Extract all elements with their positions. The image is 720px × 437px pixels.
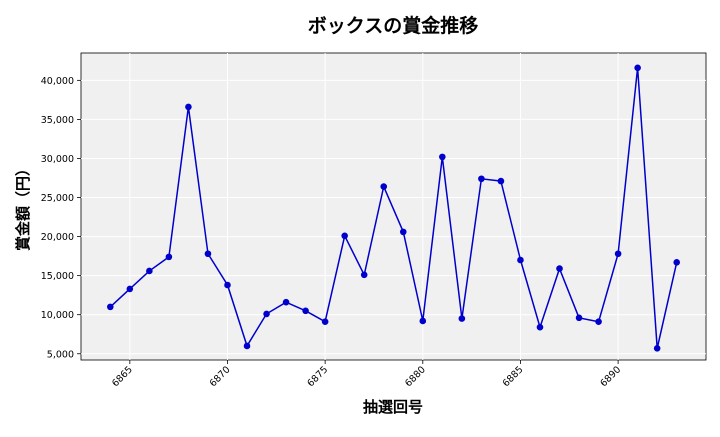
x-tick-label: 6890 (598, 364, 623, 389)
y-tick-label: 30,000 (41, 154, 74, 165)
data-point (458, 315, 466, 322)
x-tick-label: 6865 (110, 364, 135, 389)
x-axis-ticks: 6865 6870 6875 6880 6885 6890 (110, 360, 623, 389)
y-tick-label: 40,000 (41, 76, 74, 87)
data-point (282, 298, 290, 306)
y-tick-label: 15,000 (41, 271, 74, 282)
y-tick-label: 5,000 (47, 349, 74, 360)
data-point (360, 271, 368, 279)
data-point (439, 153, 446, 161)
series-layer (106, 64, 681, 352)
data-point (536, 323, 544, 331)
x-axis-label: 抽選回号 (363, 398, 423, 416)
y-tick-label: 10,000 (41, 310, 74, 321)
data-point (614, 250, 622, 258)
data-point (165, 253, 173, 261)
grid-lines (81, 53, 706, 360)
data-point (243, 342, 251, 350)
data-point (146, 267, 153, 275)
x-tick-label: 6875 (305, 364, 330, 389)
y-tick-label: 25,000 (41, 193, 74, 204)
data-point (399, 228, 407, 236)
data-point (341, 232, 348, 240)
data-point (478, 175, 485, 183)
x-tick-label: 6885 (501, 364, 526, 389)
data-point (185, 103, 192, 111)
data-point (419, 317, 427, 325)
data-point (595, 318, 602, 326)
data-point (204, 250, 212, 258)
data-point (106, 303, 114, 311)
data-point (673, 259, 681, 266)
x-tick-label: 6870 (208, 364, 233, 389)
chart-title: ボックスの賞金推移 (308, 14, 478, 37)
data-point (224, 281, 231, 289)
x-tick-label: 6880 (403, 364, 428, 389)
data-point (634, 64, 641, 72)
data-point (517, 256, 524, 264)
data-point (302, 307, 309, 315)
data-point (556, 265, 563, 272)
y-axis-ticks: 5,000 10,000 15,000 20,000 25,000 30,000 35,00… (41, 76, 81, 360)
data-point (321, 318, 329, 326)
y-axis-label: 賞金額（円） (14, 161, 32, 251)
y-tick-label: 35,000 (41, 115, 74, 126)
data-point (653, 344, 661, 352)
data-point (575, 314, 583, 322)
data-point (263, 310, 270, 318)
data-point (497, 177, 505, 185)
y-tick-label: 20,000 (41, 232, 74, 243)
data-point (126, 285, 134, 293)
data-point (380, 183, 388, 190)
